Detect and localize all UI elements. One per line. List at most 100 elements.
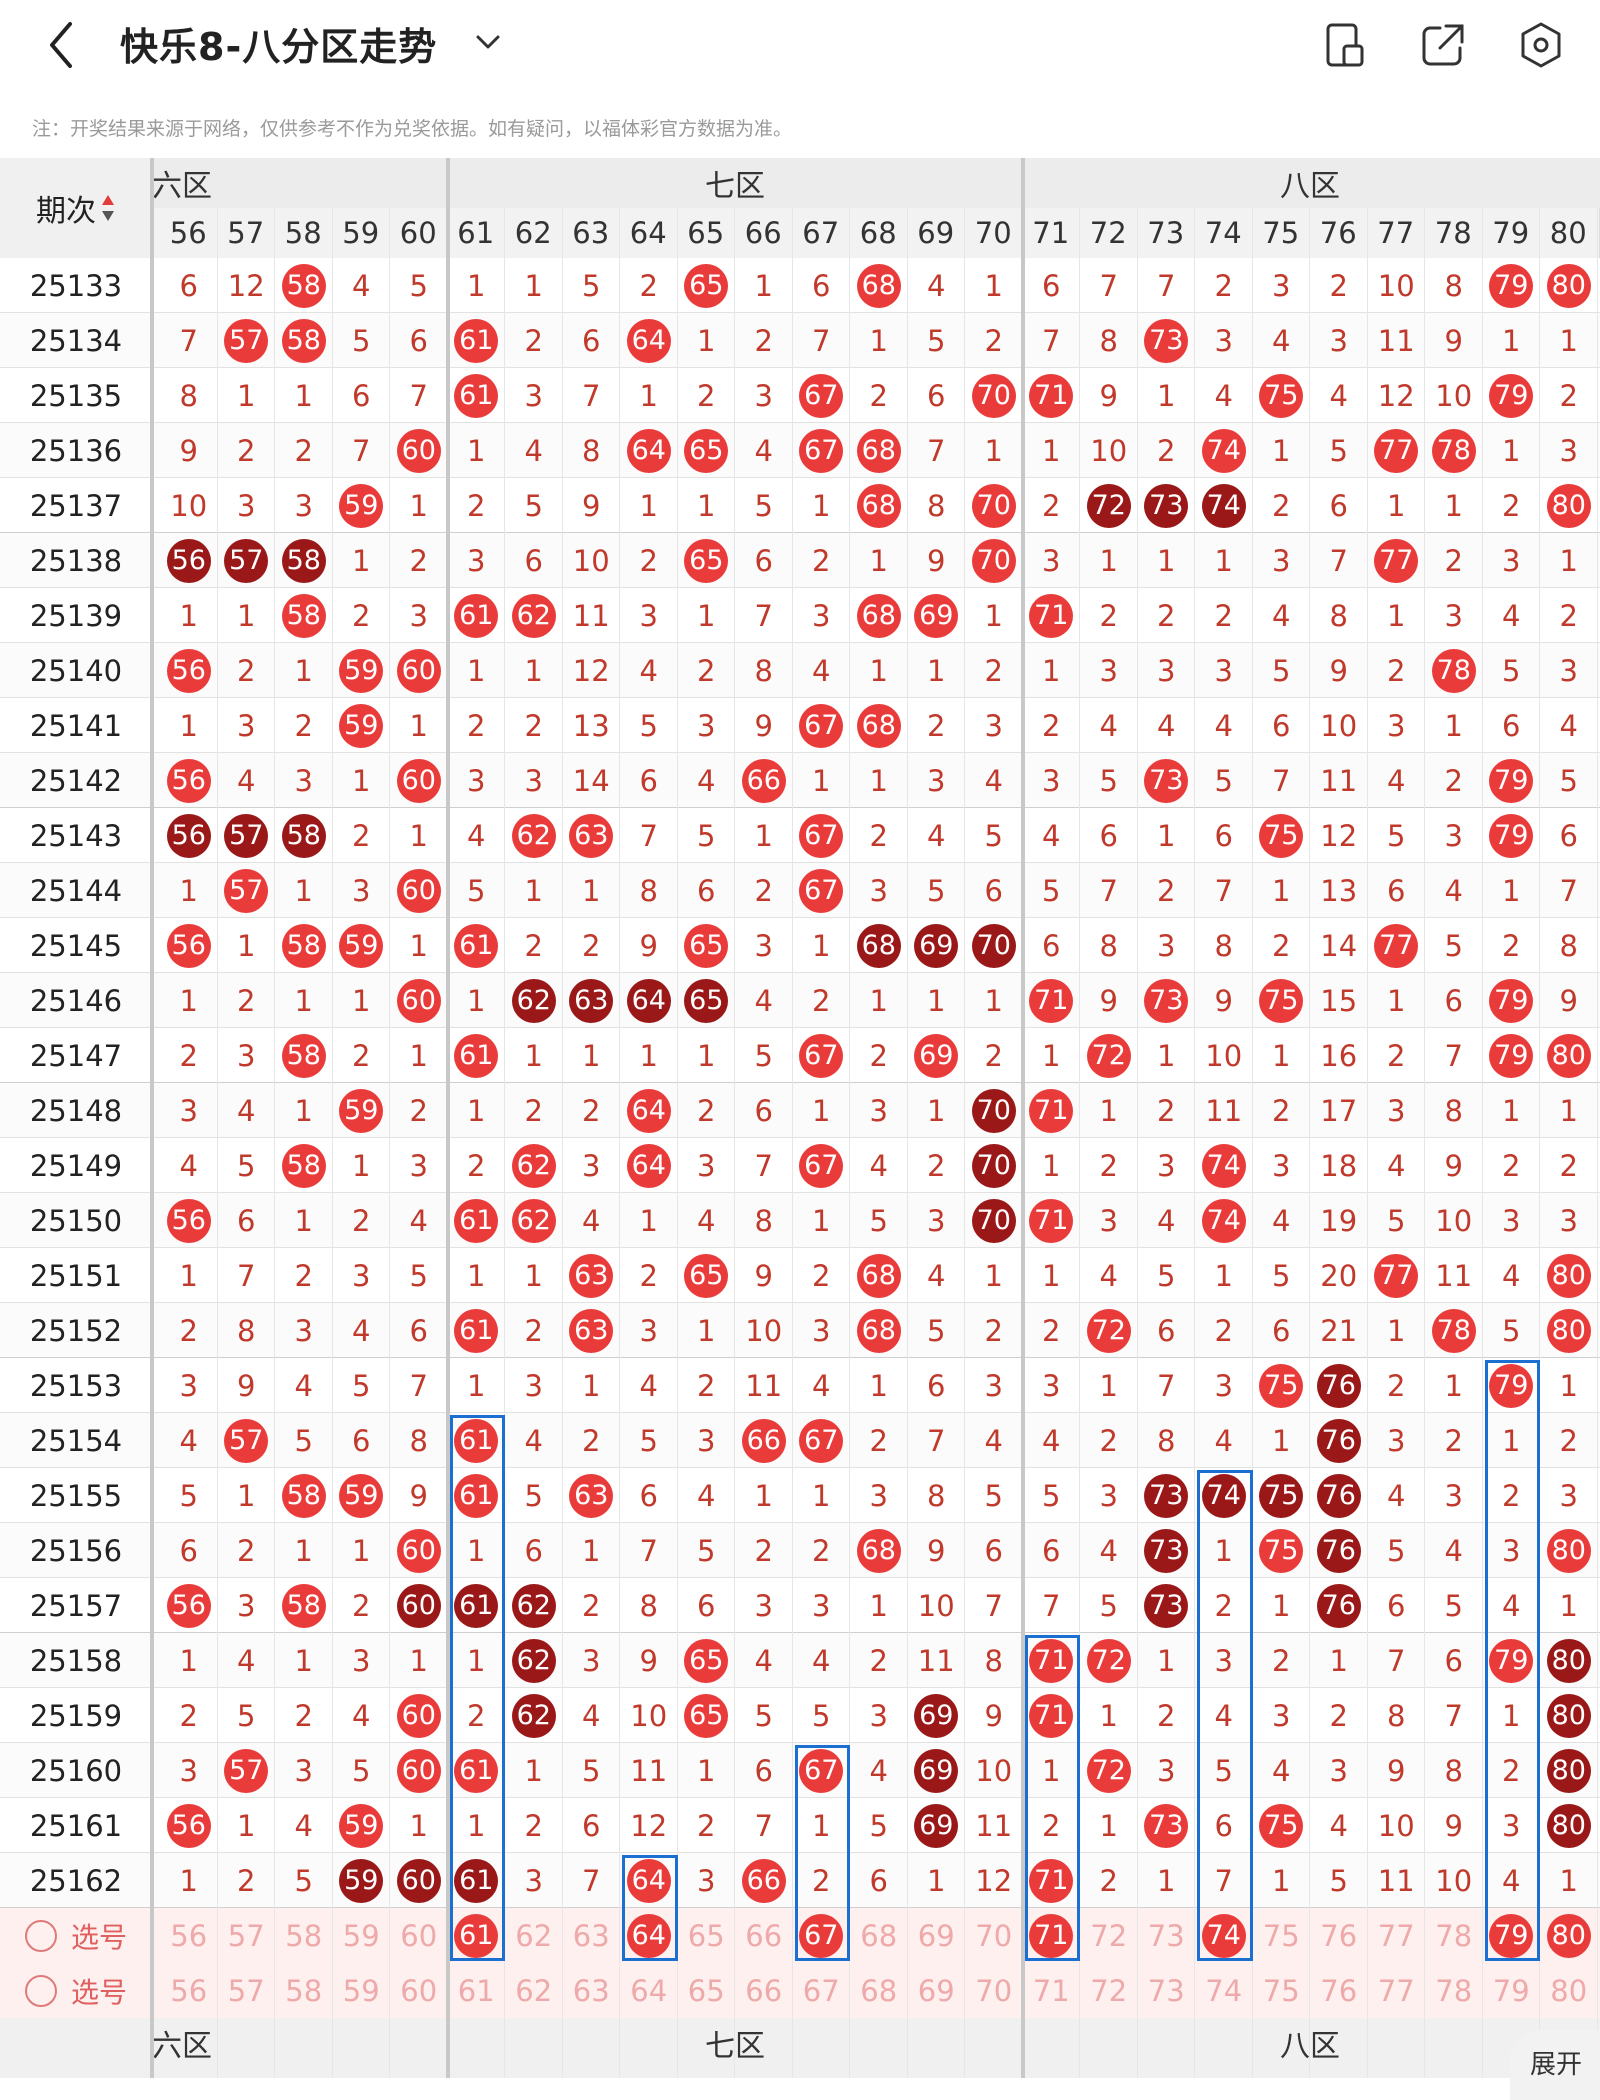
select-row-control[interactable]: 选号: [0, 1908, 152, 1963]
select-number[interactable]: 64: [630, 1973, 668, 2008]
miss-count: 16: [1320, 1038, 1358, 1073]
hit-ball: 63: [569, 1253, 614, 1298]
select-number[interactable]: 72: [1090, 1973, 1128, 2008]
miss-count: 8: [1099, 928, 1118, 963]
picked-ball[interactable]: 61: [454, 1913, 499, 1958]
picked-ball[interactable]: 71: [1029, 1913, 1074, 1958]
select-number[interactable]: 60: [400, 1973, 438, 2008]
select-number[interactable]: 79: [1483, 1908, 1541, 1963]
hit-ball: 60: [396, 1858, 441, 1903]
miss-count: 5: [754, 1698, 773, 1733]
select-number[interactable]: 77: [1377, 1973, 1415, 2008]
select-number[interactable]: 74: [1195, 1908, 1253, 1963]
highlight-box: [1024, 1635, 1080, 1961]
picked-ball[interactable]: 64: [626, 1913, 671, 1958]
select-number[interactable]: 56: [170, 1918, 208, 1953]
miss-count: 10: [170, 488, 208, 523]
select-number[interactable]: 63: [572, 1918, 610, 1953]
miss-count: 1: [409, 928, 428, 963]
select-number[interactable]: 64: [620, 1908, 678, 1963]
hit-ball: 58: [281, 538, 326, 583]
select-number[interactable]: 65: [687, 1973, 725, 2008]
picked-ball[interactable]: 67: [799, 1913, 844, 1958]
select-number[interactable]: 68: [860, 1918, 898, 1953]
miss-count: 8: [754, 1203, 773, 1238]
select-number[interactable]: 61: [448, 1908, 506, 1963]
miss-count: 7: [582, 378, 601, 413]
select-number[interactable]: 70: [975, 1973, 1013, 2008]
select-number[interactable]: 74: [1205, 1973, 1243, 2008]
select-number[interactable]: 76: [1320, 1973, 1358, 2008]
select-number[interactable]: 58: [285, 1918, 323, 1953]
picked-ball[interactable]: 79: [1489, 1913, 1534, 1958]
select-number[interactable]: 58: [285, 1973, 323, 2008]
select-number[interactable]: 75: [1262, 1973, 1300, 2008]
hit-ball: 74: [1201, 428, 1246, 473]
select-number[interactable]: 80: [1540, 1908, 1598, 1963]
hit-ball: 67: [799, 1143, 844, 1188]
miss-count: 1: [812, 763, 831, 798]
select-number[interactable]: 67: [793, 1908, 851, 1963]
hit-ball: 57: [224, 538, 269, 583]
miss-count: 10: [1377, 1808, 1415, 1843]
share-icon[interactable]: [1418, 20, 1468, 70]
select-number[interactable]: 77: [1377, 1918, 1415, 1953]
select-number[interactable]: 76: [1320, 1918, 1358, 1953]
select-number[interactable]: 62: [515, 1918, 553, 1953]
miss-count: 8: [1387, 1698, 1406, 1733]
select-number[interactable]: 78: [1435, 1973, 1473, 2008]
select-number[interactable]: 59: [342, 1918, 380, 1953]
select-number[interactable]: 60: [400, 1918, 438, 1953]
back-arrow-icon[interactable]: [40, 18, 84, 72]
period-header[interactable]: 期次: [0, 158, 152, 258]
hit-ball: 76: [1316, 1418, 1361, 1463]
select-radio[interactable]: [24, 1974, 57, 2007]
column-divider: [906, 208, 908, 2078]
phone-layout-icon[interactable]: [1320, 20, 1370, 70]
select-number[interactable]: 68: [860, 1973, 898, 2008]
select-radio[interactable]: [24, 1919, 57, 1952]
select-number[interactable]: 78: [1435, 1918, 1473, 1953]
select-number[interactable]: 57: [227, 1973, 265, 2008]
picked-ball[interactable]: 74: [1201, 1913, 1246, 1958]
hit-ball: 61: [454, 1858, 499, 1903]
select-number[interactable]: 65: [687, 1918, 725, 1953]
miss-count: 1: [524, 268, 543, 303]
select-number[interactable]: 72: [1090, 1918, 1128, 1953]
select-number[interactable]: 71: [1023, 1908, 1081, 1963]
sort-arrows-icon[interactable]: [100, 193, 116, 223]
settings-icon[interactable]: [1516, 20, 1566, 70]
chevron-down-icon[interactable]: [470, 24, 506, 60]
select-number[interactable]: 66: [745, 1918, 783, 1953]
picked-ball[interactable]: 80: [1546, 1913, 1591, 1958]
select-number[interactable]: 59: [342, 1973, 380, 2008]
select-number[interactable]: 75: [1262, 1918, 1300, 1953]
select-number[interactable]: 73: [1147, 1918, 1185, 1953]
number-cell: 63: [563, 1468, 621, 1523]
row-divider: [0, 1522, 1600, 1523]
miss-count: 1: [1157, 818, 1176, 853]
period-cell: 25158: [29, 1643, 123, 1678]
select-number[interactable]: 61: [457, 1973, 495, 2008]
hit-ball: 72: [1086, 1033, 1131, 1078]
select-number[interactable]: 66: [745, 1973, 783, 2008]
miss-count: 1: [1387, 598, 1406, 633]
select-number[interactable]: 69: [917, 1918, 955, 1953]
miss-count: 6: [697, 873, 716, 908]
select-number[interactable]: 79: [1492, 1973, 1530, 2008]
select-number[interactable]: 67: [802, 1973, 840, 2008]
expand-button[interactable]: 展开: [1510, 2030, 1600, 2100]
select-number[interactable]: 56: [170, 1973, 208, 2008]
select-row-control[interactable]: 选号: [0, 1963, 152, 2018]
miss-count: 1: [1444, 708, 1463, 743]
select-number[interactable]: 80: [1550, 1973, 1588, 2008]
hit-ball: 61: [454, 1308, 499, 1353]
select-number[interactable]: 71: [1032, 1973, 1070, 2008]
select-number[interactable]: 69: [917, 1973, 955, 2008]
select-number[interactable]: 57: [227, 1918, 265, 1953]
select-number[interactable]: 70: [975, 1918, 1013, 1953]
select-number[interactable]: 62: [515, 1973, 553, 2008]
hit-ball: 68: [856, 593, 901, 638]
select-number[interactable]: 73: [1147, 1973, 1185, 2008]
select-number[interactable]: 63: [572, 1973, 610, 2008]
